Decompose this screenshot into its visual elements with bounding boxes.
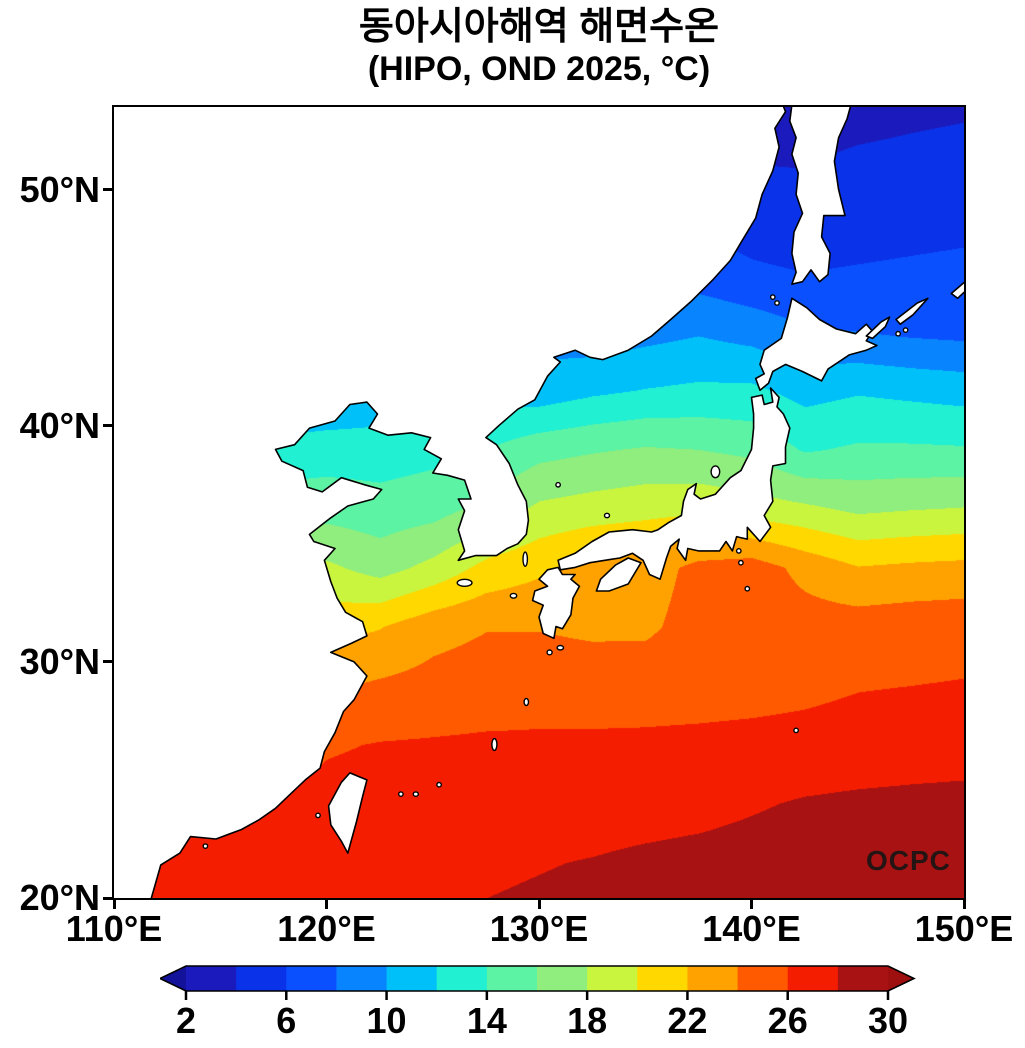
colorbar-tick-label: 2: [175, 1000, 197, 1041]
colorbar-tick-label: 26: [767, 1000, 808, 1041]
small-island: [509, 592, 518, 599]
colorbar-segment: [587, 966, 638, 991]
small-island: [744, 585, 751, 592]
small-island: [555, 481, 561, 488]
lon-tick-mark: [537, 900, 541, 909]
lon-tick-label: 150°E: [914, 908, 1014, 949]
colorbar-segment: [687, 966, 739, 991]
small-island: [315, 812, 321, 819]
small-island: [735, 547, 742, 554]
small-island: [895, 330, 901, 337]
hokkaido-island: [754, 297, 878, 392]
page-subtitle: (HIPO, OND 2025, °C): [367, 50, 711, 88]
kuril-island: [865, 316, 891, 340]
colorbar-above-arrow: [888, 966, 914, 991]
small-island: [774, 300, 780, 306]
small-island: [456, 578, 473, 587]
small-island: [738, 559, 744, 566]
colorbar-segment: [637, 966, 689, 991]
small-island: [546, 649, 553, 656]
lat-tick-label: 20°N: [19, 877, 100, 918]
colorbar-segment: [837, 966, 889, 991]
sst-map: [112, 105, 966, 900]
colorbar-segment: [336, 966, 388, 991]
kyushu-island: [531, 566, 581, 640]
small-island: [436, 781, 442, 788]
small-island: [397, 791, 404, 797]
lat-tick-mark: [103, 660, 112, 664]
lon-tick-label: 130°E: [489, 908, 589, 949]
colorbar-tick-label: 30: [867, 1000, 909, 1041]
small-island: [491, 737, 498, 752]
lat-tick-label: 30°N: [19, 640, 100, 682]
small-island: [902, 327, 909, 334]
sakhalin-island: [789, 107, 852, 285]
lon-tick-mark: [112, 900, 116, 909]
colorbar-segment: [436, 966, 488, 991]
small-island: [523, 697, 530, 707]
lon-tick-mark: [750, 900, 753, 909]
lat-tick-mark: [103, 424, 112, 428]
colorbar-below-arrow: [160, 966, 186, 991]
taiwan-island: [327, 772, 368, 854]
page-title: 동아시아해역 해면수온: [358, 6, 720, 48]
colorbar-segment: [386, 966, 438, 991]
mainland-asia: [114, 107, 787, 898]
colorbar-segment: [236, 966, 287, 991]
small-island: [202, 843, 209, 849]
colorbar-tick-label: 14: [466, 1000, 507, 1041]
small-island: [412, 791, 419, 797]
colorbar-tick-label: 22: [667, 1000, 708, 1041]
lon-tick-mark: [962, 900, 966, 909]
colorbar-tick-label: 6: [276, 1000, 297, 1041]
lon-tick-label: 120°E: [277, 908, 376, 949]
colorbar-tick-label: 18: [567, 1000, 608, 1041]
small-island: [522, 551, 529, 568]
small-island: [603, 512, 611, 519]
colorbar-segment: [186, 966, 237, 991]
lon-tick-mark: [325, 900, 328, 909]
colorbar: [160, 965, 916, 1000]
lon-tick-label: 110°E: [65, 908, 163, 949]
lat-tick-mark: [103, 896, 112, 900]
colorbar-segment: [286, 966, 338, 991]
honshu-island: [557, 387, 791, 580]
small-island: [710, 465, 721, 479]
kuril-island: [895, 297, 929, 325]
colorbar-tick-label: 10: [366, 1000, 407, 1041]
lat-tick-label: 50°N: [19, 168, 100, 210]
lat-tick-mark: [103, 188, 112, 192]
lat-tick-label: 40°N: [19, 404, 100, 446]
kuril-island: [950, 281, 964, 300]
lon-tick-label: 140°E: [702, 908, 801, 949]
ocpc-watermark: OCPC: [866, 845, 951, 876]
colorbar-segment: [787, 966, 839, 991]
colorbar-segment: [537, 966, 588, 991]
shikoku-island: [595, 557, 642, 592]
small-island: [556, 644, 565, 651]
small-island: [769, 294, 776, 301]
small-island: [793, 727, 799, 734]
colorbar-segment: [737, 966, 789, 991]
colorbar-segment: [486, 966, 538, 991]
coastline-overlay: [114, 107, 964, 898]
